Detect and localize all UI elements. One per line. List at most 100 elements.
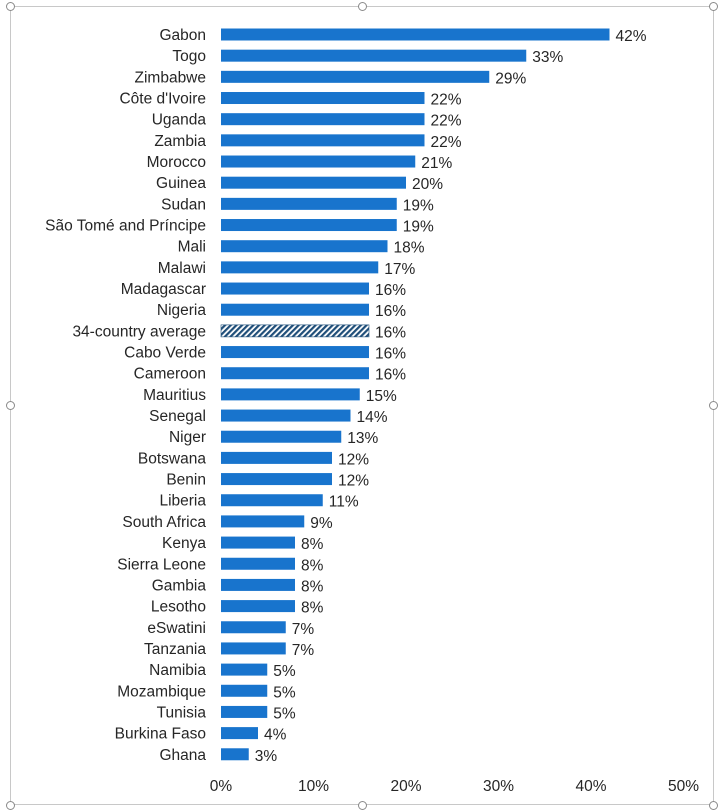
bar-south-africa[interactable] [221, 515, 305, 528]
category-label-kenya: Kenya [162, 535, 206, 552]
category-label-burkina-faso: Burkina Faso [115, 726, 206, 743]
bar-mozambique[interactable] [221, 684, 268, 697]
category-labels-group: Gabon Togo Zimbabwe Côte d'Ivoire Uganda Zamb… [45, 27, 206, 764]
bar-namibia[interactable] [221, 663, 268, 676]
data-label-niger: 13% [347, 430, 378, 447]
x-tick-label: 0% [210, 778, 233, 795]
category-label-ghana: Ghana [159, 747, 206, 764]
bar-tanzania[interactable] [221, 642, 286, 655]
category-label-lesotho: Lesotho [151, 599, 206, 616]
category-label-34-country-average: 34-country average [72, 323, 206, 340]
data-label-malawi: 17% [384, 261, 415, 278]
bar-niger[interactable] [221, 430, 342, 443]
data-label-sierra-leone: 8% [301, 557, 324, 574]
bar-sudan[interactable] [221, 197, 397, 210]
resize-handle-top-right[interactable] [709, 2, 718, 11]
category-label-sao-tome-and-principe: São Tomé and Príncipe [45, 218, 206, 235]
x-tick-label: 30% [483, 778, 514, 795]
x-tick-label: 50% [668, 778, 699, 795]
category-label-gabon: Gabon [159, 27, 206, 44]
data-label-botswana: 12% [338, 451, 369, 468]
data-label-senegal: 14% [357, 409, 388, 426]
category-label-mauritius: Mauritius [143, 387, 206, 404]
resize-handle-bottom-right[interactable] [709, 801, 718, 810]
data-label-sao-tome-and-principe: 19% [403, 219, 434, 236]
data-label-togo: 33% [532, 49, 563, 66]
data-label-cote-d-ivoire: 22% [431, 92, 462, 109]
bar-eswatini[interactable] [221, 621, 286, 634]
bar-cote-d-ivoire[interactable] [221, 92, 425, 105]
resize-handle-top-center[interactable] [358, 2, 367, 11]
bar-zimbabwe[interactable] [221, 70, 490, 83]
data-label-ghana: 3% [255, 748, 278, 765]
data-labels-group: 42% 33% 29% 22% 22% 22% 21% 20% 19% 19% 18% 17% 16% 1… [255, 28, 647, 765]
category-label-nigeria: Nigeria [157, 302, 206, 319]
data-label-kenya: 8% [301, 536, 324, 553]
resize-handle-bottom-left[interactable] [6, 801, 15, 810]
category-label-malawi: Malawi [158, 260, 206, 277]
data-label-mauritius: 15% [366, 388, 397, 405]
bar-liberia[interactable] [221, 494, 323, 507]
bar-ghana[interactable] [221, 748, 249, 761]
category-label-zambia: Zambia [154, 133, 206, 150]
bar-gambia[interactable] [221, 578, 295, 591]
bar-morocco[interactable] [221, 155, 416, 168]
category-label-botswana: Botswana [138, 450, 206, 467]
category-label-benin: Benin [166, 472, 206, 489]
category-label-guinea: Guinea [156, 175, 206, 192]
bar-lesotho[interactable] [221, 600, 295, 613]
data-label-gabon: 42% [616, 28, 647, 45]
category-label-mozambique: Mozambique [117, 683, 206, 700]
x-tick-label: 20% [390, 778, 421, 795]
bar-tunisia[interactable] [221, 705, 268, 718]
category-label-cabo-verde: Cabo Verde [124, 345, 206, 362]
data-label-cameroon: 16% [375, 367, 406, 384]
data-label-eswatini: 7% [292, 621, 315, 638]
bar-benin[interactable] [221, 473, 332, 486]
bar-cameroon[interactable] [221, 367, 369, 380]
resize-handle-bottom-center[interactable] [358, 801, 367, 810]
data-label-mali: 18% [394, 240, 425, 257]
data-label-uganda: 22% [431, 113, 462, 130]
bar-gabon[interactable] [221, 28, 610, 41]
bar-mauritius[interactable] [221, 388, 360, 401]
data-label-34-country-average: 16% [375, 324, 406, 341]
bar-burkina-faso[interactable] [221, 727, 258, 740]
bar-34-country-average[interactable] [220, 324, 370, 338]
bar-guinea[interactable] [221, 176, 406, 189]
data-label-cabo-verde: 16% [375, 346, 406, 363]
data-label-tunisia: 5% [273, 705, 296, 722]
bar-togo[interactable] [221, 49, 527, 62]
data-label-burkina-faso: 4% [264, 727, 287, 744]
bar-cabo-verde[interactable] [221, 346, 369, 359]
data-label-zambia: 22% [431, 134, 462, 151]
category-label-sudan: Sudan [161, 196, 206, 213]
bar-madagascar[interactable] [221, 282, 369, 295]
category-label-gambia: Gambia [152, 577, 207, 594]
bar-kenya[interactable] [221, 536, 295, 549]
category-label-togo: Togo [172, 48, 206, 65]
bar-nigeria[interactable] [221, 303, 369, 316]
category-label-uganda: Uganda [152, 112, 207, 129]
bar-senegal[interactable] [221, 409, 351, 422]
bar-malawi[interactable] [221, 261, 379, 274]
bar-sao-tome-and-principe[interactable] [221, 219, 397, 232]
data-label-benin: 12% [338, 473, 369, 490]
data-label-zimbabwe: 29% [495, 70, 526, 87]
category-label-namibia: Namibia [149, 662, 206, 679]
x-tick-label: 10% [298, 778, 329, 795]
bar-zambia[interactable] [221, 134, 425, 147]
bar-sierra-leone[interactable] [221, 557, 295, 570]
data-label-sudan: 19% [403, 197, 434, 214]
data-label-south-africa: 9% [310, 515, 333, 532]
resize-handle-middle-right[interactable] [709, 401, 718, 410]
category-label-zimbabwe: Zimbabwe [135, 69, 207, 86]
resize-handle-top-left[interactable] [6, 2, 15, 11]
resize-handle-middle-left[interactable] [6, 401, 15, 410]
bar-uganda[interactable] [221, 113, 425, 126]
x-axis-tick-labels: 0% 10% 20% 30% 40% 50% [210, 778, 699, 795]
category-label-eswatini: eSwatini [147, 620, 206, 637]
bar-botswana[interactable] [221, 451, 332, 464]
bar-mali[interactable] [221, 240, 388, 253]
category-label-cameroon: Cameroon [134, 366, 206, 383]
